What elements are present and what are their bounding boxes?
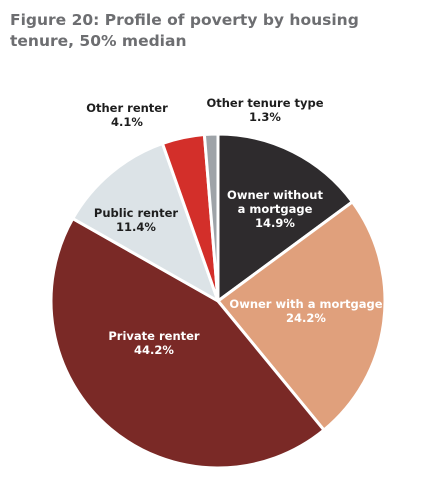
chart-title: Figure 20: Profile of poverty by housing… — [10, 11, 359, 50]
value-other-renter: 4.1% — [111, 115, 143, 129]
value-private-renter: 44.2% — [134, 343, 174, 357]
name-other-tenure-type: Other tenure type — [206, 96, 323, 110]
slice-private-renter — [49, 217, 326, 470]
value-other-tenure-type: 1.3% — [249, 110, 281, 124]
label-owner-with-a-mortgage: Owner with a mortgage 24.2% — [229, 297, 382, 325]
slice-public-renter — [71, 142, 220, 303]
value-owner-without-a-mortgage: 14.9% — [255, 216, 295, 230]
name-public-renter: Public renter — [94, 206, 179, 220]
label-private-renter: Private renter 44.2% — [108, 329, 200, 357]
value-public-renter: 11.4% — [116, 220, 156, 234]
label-other-renter: Other renter 4.1% — [86, 101, 168, 129]
slice-owner-with-a-mortgage — [216, 200, 387, 432]
label-other-tenure-type: Other tenure type 1.3% — [206, 96, 323, 124]
name-owner-without-a-mortgage: a mortgage — [238, 202, 313, 216]
label-public-renter: Public renter 11.4% — [94, 206, 179, 234]
name-owner-with-a-mortgage: Owner with a mortgage — [229, 297, 382, 311]
pie-slices — [49, 132, 387, 470]
slice-other-tenure-type — [202, 132, 220, 303]
label-owner-without-a-mortgage: Owner without a mortgage 14.9% — [227, 188, 323, 230]
name-other-renter: Other renter — [86, 101, 168, 115]
name-private-renter: Private renter — [108, 329, 200, 343]
slice-owner-without-a-mortgage — [216, 132, 354, 303]
slice-labels: Owner without a mortgage 14.9% Owner with a… — [86, 96, 383, 357]
value-owner-with-a-mortgage: 24.2% — [286, 311, 326, 325]
name-owner-without-a-mortgage: Owner without — [227, 188, 323, 202]
